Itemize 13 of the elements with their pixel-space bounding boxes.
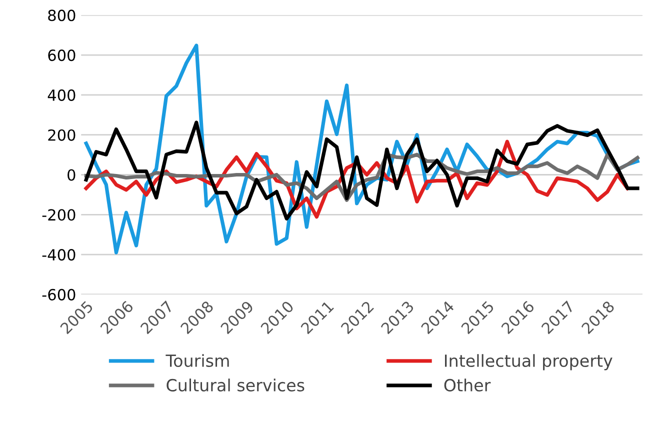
y-tick-label: -400 — [42, 249, 76, 261]
y-tick-label: 800 — [48, 10, 76, 22]
legend-label: Tourism — [166, 354, 229, 368]
y-tick-label: -200 — [42, 209, 76, 221]
legend-label: Intellectual property — [445, 354, 612, 370]
legend-label: Other — [444, 378, 491, 392]
y-tick-label: -600 — [42, 288, 76, 300]
y-tick-label: 0 — [68, 169, 76, 181]
y-tick-label: 200 — [48, 129, 76, 141]
y-tick-label: 400 — [48, 89, 76, 101]
y-tick-label: 600 — [48, 50, 76, 62]
legend-label: Cultural services — [166, 378, 304, 392]
line-series — [84, 120, 640, 220]
